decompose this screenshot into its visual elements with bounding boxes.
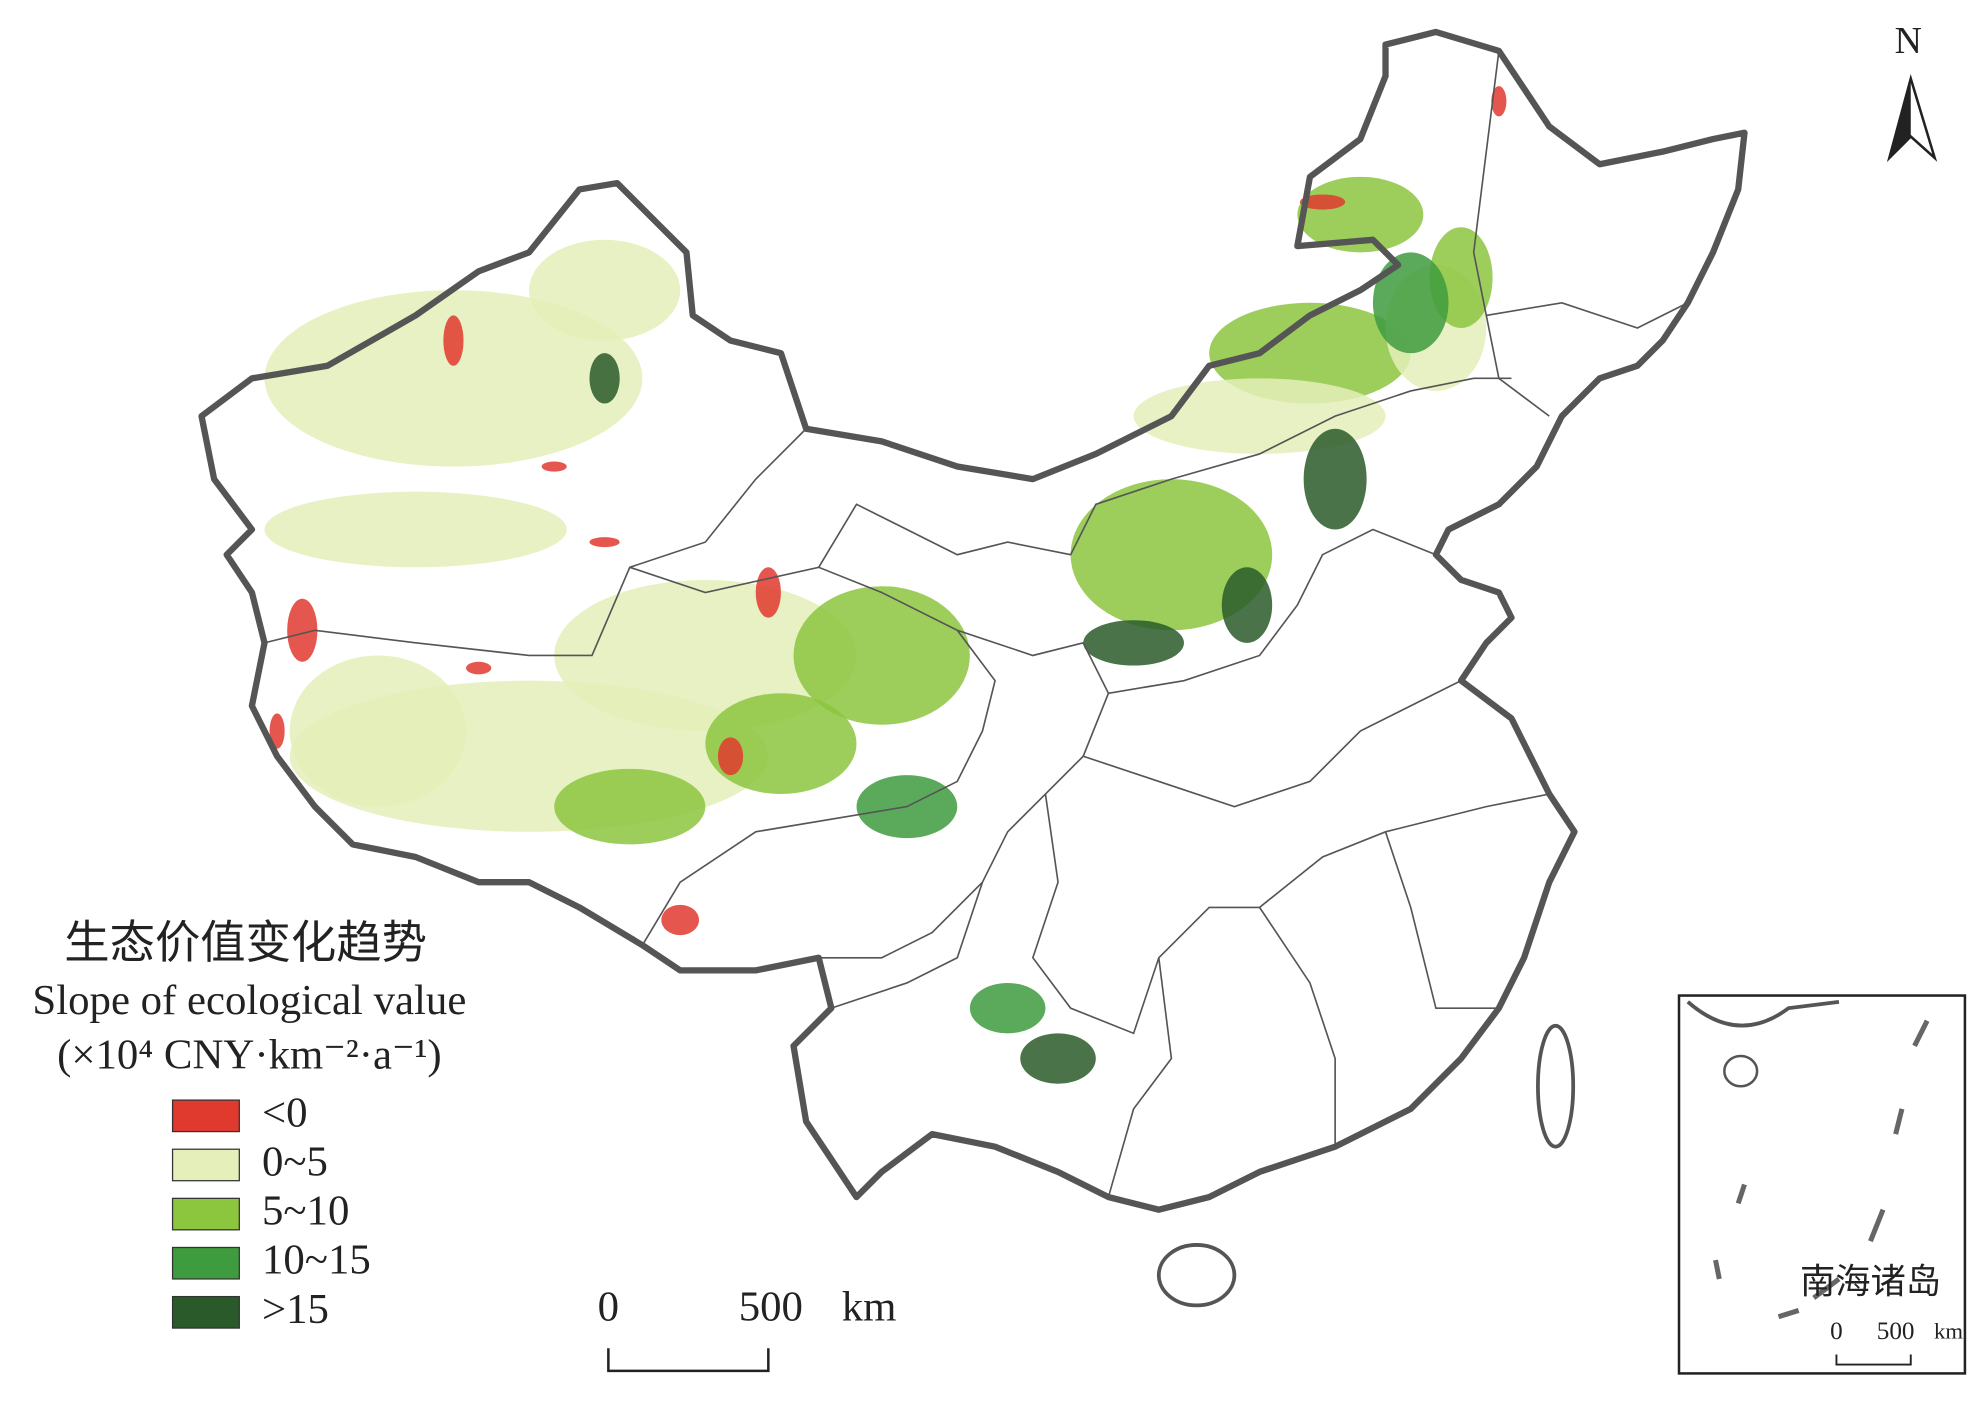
legend-label: <0: [262, 1089, 308, 1136]
inset-scale-start: 0: [1830, 1318, 1843, 1345]
legend-label: 10~15: [262, 1237, 371, 1284]
legend-swatch: [171, 1197, 240, 1231]
slope-patch: [589, 353, 620, 404]
slope-patch: [717, 737, 744, 776]
legend-title-cn: 生态价值变化趋势: [64, 918, 427, 968]
inset-title: 南海诸岛: [1800, 1262, 1941, 1301]
slope-patch: [287, 598, 318, 662]
slope-patch: [661, 904, 700, 936]
scale-end: 500: [739, 1283, 803, 1330]
slope-patch: [264, 290, 643, 467]
slope-patch: [589, 537, 620, 548]
slope-patch: [705, 693, 857, 795]
inset: 南海诸岛 0 500 km: [1677, 994, 1967, 1375]
hainan: [1156, 1243, 1237, 1308]
scale-unit: km: [842, 1283, 897, 1330]
legend-title-en: Slope of ecological value: [32, 977, 466, 1024]
inset-scale-end: 500: [1877, 1318, 1915, 1345]
slope-patch: [529, 239, 681, 341]
slope-patch: [793, 586, 970, 725]
country-border: [198, 28, 1748, 1213]
slope-patch: [541, 461, 567, 472]
legend-unit: (×10⁴ CNY·km⁻²·a⁻¹): [57, 1031, 442, 1078]
slope-patch: [289, 655, 467, 807]
scale-start: 0: [598, 1283, 619, 1330]
legend-swatch: [171, 1295, 240, 1329]
slope-patch: [466, 661, 492, 675]
legend: 生态价值变化趋势 Slope of ecological value (×10⁴…: [32, 918, 466, 1333]
north-arrow: N: [1886, 20, 1938, 163]
legend-swatch: [171, 1099, 240, 1133]
slope-patch: [1221, 567, 1273, 643]
slope-patch: [1020, 1033, 1096, 1084]
province-borders: [264, 50, 1689, 1198]
slope-patch: [443, 315, 464, 366]
slope-patch: [554, 768, 706, 845]
slope-patch: [264, 491, 567, 568]
slope-patch: [1299, 194, 1346, 210]
slope-patch: [755, 567, 781, 618]
slope-patch: [1070, 479, 1273, 631]
legend-label: 0~5: [262, 1138, 328, 1185]
legend-label: 5~10: [262, 1188, 349, 1235]
slope-patch: [1372, 252, 1449, 354]
scale-bar: 0 500 km: [598, 1283, 897, 1373]
slope-patch: [1491, 86, 1507, 117]
legend-swatch: [171, 1148, 240, 1182]
legend-label: >15: [262, 1286, 329, 1333]
taiwan: [1536, 1023, 1576, 1149]
north-label: N: [1895, 20, 1922, 62]
slope-patch: [269, 713, 285, 749]
slope-patch: [1303, 428, 1367, 530]
legend-swatch: [171, 1246, 240, 1280]
slope-patches: [264, 86, 1507, 1084]
slope-patch: [969, 982, 1046, 1034]
inset-scale-unit: km: [1934, 1318, 1963, 1343]
slope-patch: [1083, 620, 1184, 666]
